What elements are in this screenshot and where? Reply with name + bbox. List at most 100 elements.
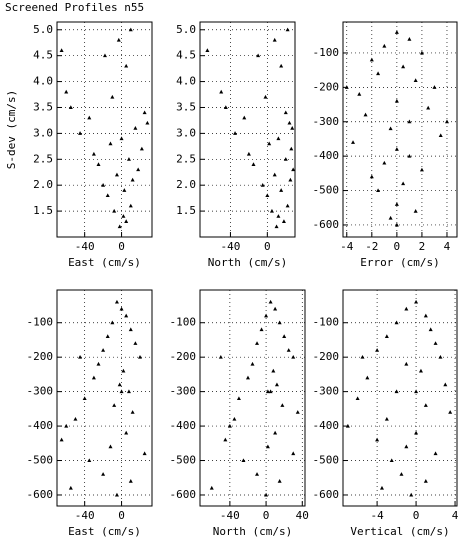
point <box>357 92 362 96</box>
point <box>345 423 350 428</box>
point <box>288 177 293 182</box>
point <box>286 348 291 352</box>
y-tick-label: -100 <box>170 316 197 329</box>
x-axis-label: East (cm/s) <box>68 256 141 269</box>
x-tick-label: -40 <box>220 509 240 522</box>
point <box>272 37 277 42</box>
point <box>384 334 389 339</box>
point <box>282 334 287 339</box>
point <box>218 354 223 359</box>
point <box>394 222 399 227</box>
x-tick-label: 0 <box>413 509 420 522</box>
point <box>265 193 270 198</box>
y-tick-label: 5.0 <box>33 23 53 36</box>
point <box>419 167 424 172</box>
point <box>399 472 404 476</box>
point <box>227 423 232 428</box>
y-tick-label: 1.5 <box>176 204 196 217</box>
plot-frame <box>199 289 306 507</box>
point <box>87 115 92 120</box>
point <box>241 458 246 463</box>
point <box>78 354 83 359</box>
point <box>121 214 126 218</box>
point <box>105 334 110 339</box>
y-tick-label: 2.5 <box>176 152 196 165</box>
y-tick-label: -500 <box>27 454 54 467</box>
point <box>413 78 418 82</box>
point <box>117 224 122 229</box>
point <box>394 389 399 394</box>
point <box>112 403 117 407</box>
point <box>279 63 284 68</box>
point <box>382 160 387 165</box>
point <box>360 354 365 359</box>
point <box>259 327 264 332</box>
y-tick-label: -200 <box>27 350 54 363</box>
point <box>124 219 129 223</box>
point <box>145 120 150 125</box>
point <box>119 389 124 394</box>
point <box>133 341 138 345</box>
point <box>448 410 453 414</box>
x-tick-label: 0 <box>118 509 125 522</box>
x-axis-label: East (cm/s) <box>68 525 141 538</box>
point <box>263 94 268 99</box>
point <box>287 120 292 125</box>
y-tick-label: -600 <box>27 488 54 501</box>
y-tick-label: -400 <box>313 419 340 432</box>
y-tick-label: -300 <box>313 385 340 398</box>
point <box>409 492 414 497</box>
point <box>68 485 73 490</box>
y-tick-label: -400 <box>27 419 54 432</box>
x-tick-label: 4 <box>452 509 459 522</box>
point <box>389 458 394 463</box>
point <box>285 27 290 32</box>
point <box>279 188 284 192</box>
point <box>232 416 237 421</box>
point <box>124 313 129 318</box>
point <box>407 119 412 124</box>
y-tick-label: -200 <box>313 350 340 363</box>
y-tick-label: 2.0 <box>176 178 196 191</box>
point <box>365 375 370 380</box>
point <box>394 202 399 206</box>
point <box>116 37 121 42</box>
y-tick-label: -300 <box>170 385 197 398</box>
point <box>432 85 437 89</box>
point <box>355 396 360 401</box>
point <box>233 131 238 135</box>
point <box>375 437 380 442</box>
y-tick-label: -600 <box>170 488 197 501</box>
point <box>142 110 147 115</box>
point <box>264 313 269 318</box>
point <box>379 485 384 490</box>
point <box>291 167 296 172</box>
point <box>285 203 290 208</box>
point <box>256 53 261 58</box>
y-tick-label: -500 <box>170 454 197 467</box>
x-tick-label: -40 <box>75 509 95 522</box>
point <box>272 172 277 177</box>
point <box>394 320 399 325</box>
y-tick-label: 2.0 <box>33 178 53 191</box>
point <box>110 320 115 325</box>
point <box>276 214 281 218</box>
y-tick-label: 1.5 <box>33 204 53 217</box>
y-tick-label: -400 <box>313 149 340 162</box>
point <box>363 112 368 117</box>
point <box>369 57 374 62</box>
point <box>110 94 115 99</box>
point <box>124 430 129 435</box>
point <box>295 410 300 414</box>
point <box>273 306 278 311</box>
point <box>126 157 131 161</box>
x-tick-label: 4 <box>444 240 451 253</box>
point <box>255 341 260 345</box>
point <box>102 53 107 58</box>
point <box>273 430 278 435</box>
point <box>351 140 356 144</box>
point <box>223 105 228 109</box>
point <box>401 181 406 186</box>
point <box>264 492 269 497</box>
point <box>265 444 270 449</box>
